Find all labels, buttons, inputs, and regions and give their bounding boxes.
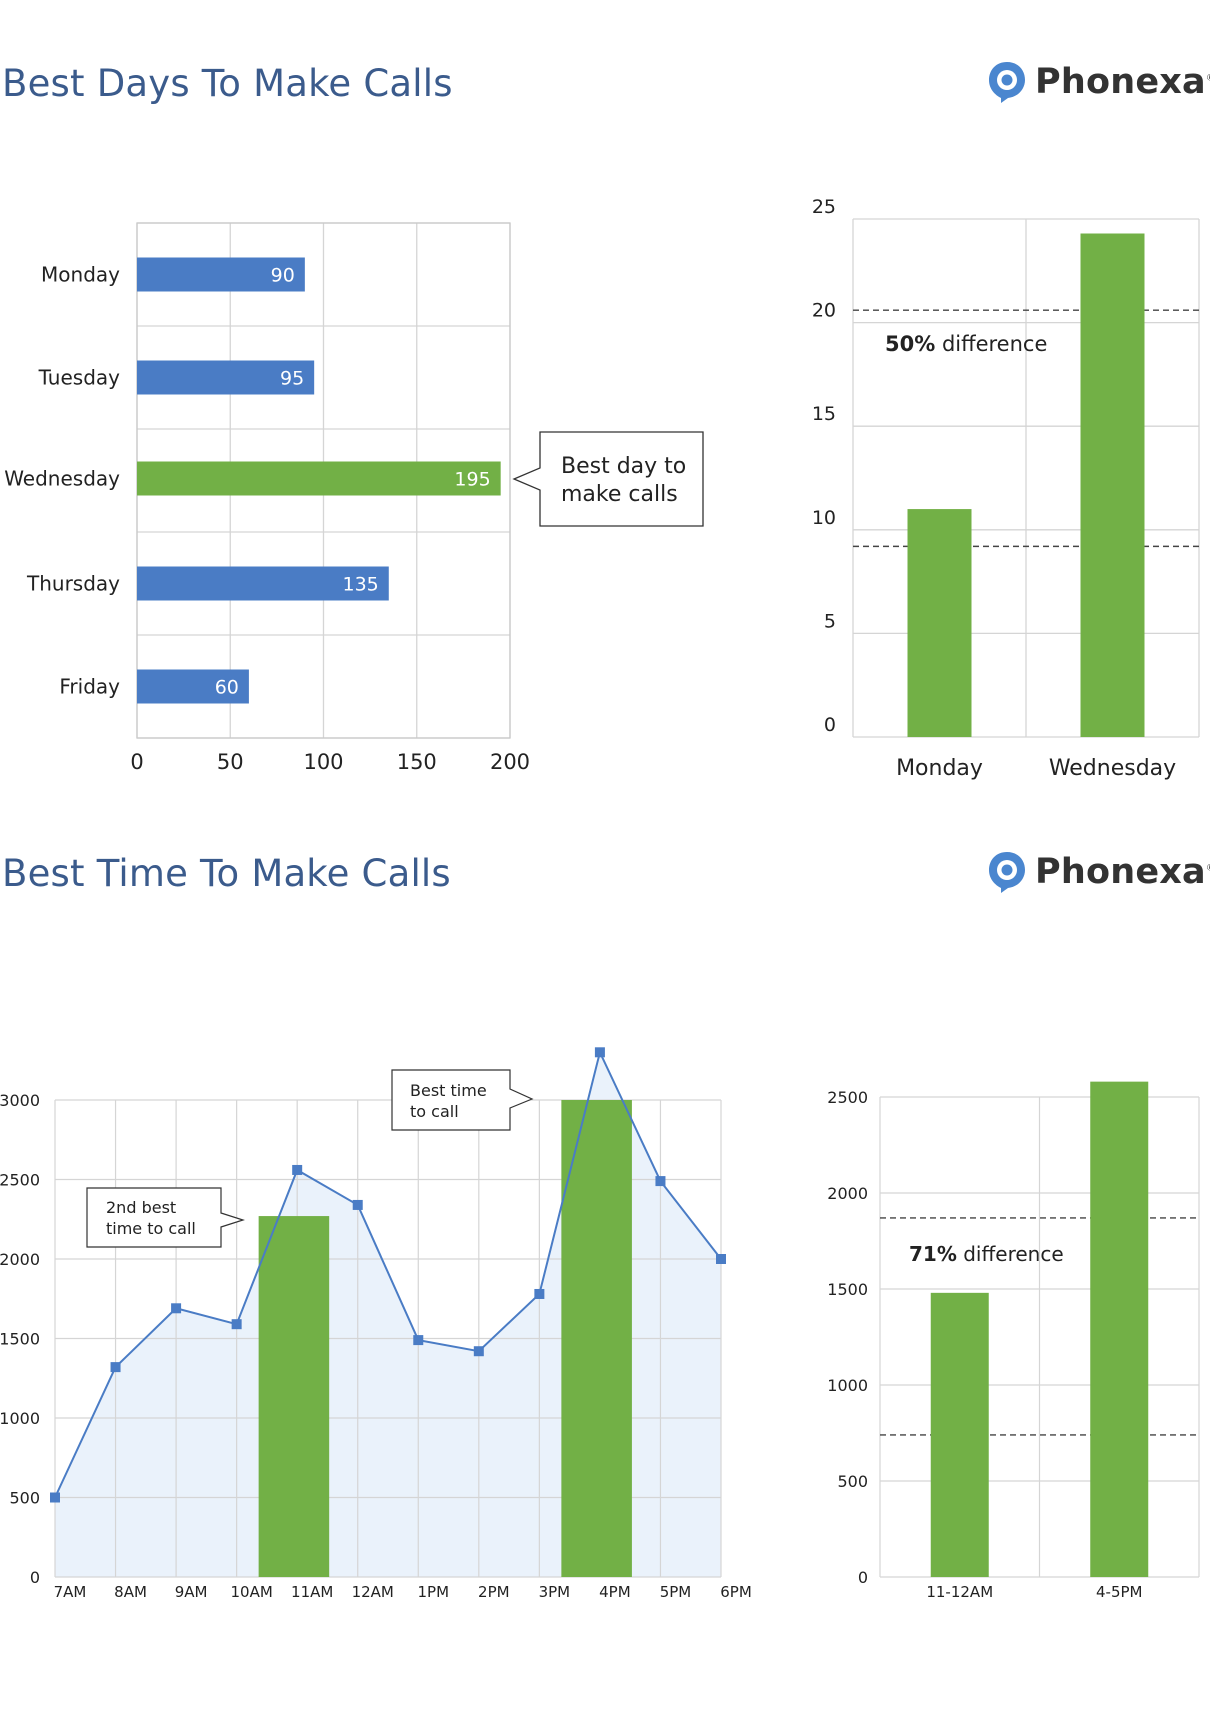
x-tick-label: 0 bbox=[130, 750, 143, 774]
category-label: Tuesday bbox=[38, 366, 121, 390]
y-tick-label: 3000 bbox=[0, 1091, 40, 1110]
category-label: 4-5PM bbox=[1096, 1583, 1143, 1601]
brand-name: Phonexa® bbox=[1035, 62, 1210, 102]
x-tick-label: 11AM bbox=[291, 1583, 333, 1601]
data-point bbox=[110, 1362, 121, 1373]
x-tick-label: 3PM bbox=[539, 1583, 571, 1601]
callout-text: time to call bbox=[106, 1219, 196, 1238]
data-label: 90 bbox=[271, 265, 295, 287]
category-label: Monday bbox=[41, 263, 120, 287]
y-tick-label: 2000 bbox=[827, 1184, 868, 1203]
x-tick-label: 1PM bbox=[418, 1583, 450, 1601]
data-label: 95 bbox=[280, 368, 304, 390]
bar bbox=[137, 566, 389, 601]
y-tick-label: 25 bbox=[812, 196, 836, 218]
category-label: Wednesday bbox=[1049, 756, 1176, 781]
callout-text: 2nd best bbox=[106, 1198, 176, 1217]
data-point bbox=[171, 1303, 182, 1314]
y-tick-label: 1500 bbox=[827, 1280, 868, 1299]
difference-annotation: 50% difference bbox=[885, 332, 1047, 356]
area-fill bbox=[55, 1052, 721, 1577]
bar bbox=[930, 1292, 989, 1577]
x-tick-label: 10AM bbox=[230, 1583, 272, 1601]
y-tick-label: 500 bbox=[837, 1472, 868, 1491]
bar bbox=[137, 669, 249, 704]
phonexa-pin-icon bbox=[989, 62, 1025, 103]
y-tick-label: 1000 bbox=[0, 1409, 40, 1428]
bar bbox=[137, 360, 315, 395]
y-tick-label: 1000 bbox=[827, 1376, 868, 1395]
data-point bbox=[231, 1319, 242, 1330]
callout-text: make calls bbox=[561, 482, 678, 507]
data-point bbox=[655, 1176, 666, 1187]
phonexa-pin-icon bbox=[989, 852, 1025, 893]
highlight-bar bbox=[258, 1216, 330, 1577]
series-line bbox=[54, 1049, 722, 1498]
x-tick-label: 2PM bbox=[478, 1583, 510, 1601]
y-tick-label: 2000 bbox=[0, 1250, 40, 1269]
callout-box bbox=[512, 431, 704, 527]
data-label: 195 bbox=[454, 469, 490, 491]
category-label: Friday bbox=[59, 675, 120, 699]
data-point bbox=[473, 1346, 484, 1357]
data-point bbox=[716, 1254, 726, 1264]
y-tick-label: 1500 bbox=[0, 1330, 40, 1349]
data-label: 60 bbox=[215, 677, 239, 699]
data-point bbox=[50, 1492, 60, 1503]
category-label: Wednesday bbox=[4, 467, 120, 491]
section-title-days: Best Days To Make Calls bbox=[2, 62, 453, 105]
bar bbox=[907, 509, 972, 737]
x-tick-label: 12AM bbox=[352, 1583, 394, 1601]
difference-annotation: 71% difference bbox=[909, 1242, 1064, 1266]
y-tick-label: 5 bbox=[824, 610, 836, 632]
y-tick-label: 20 bbox=[812, 300, 836, 322]
x-tick-label: 7AM bbox=[54, 1583, 87, 1601]
y-tick-label: 0 bbox=[858, 1568, 868, 1587]
data-label: 135 bbox=[343, 574, 379, 596]
x-tick-label: 200 bbox=[490, 750, 530, 774]
callout-text: Best time bbox=[410, 1081, 487, 1100]
category-label: Thursday bbox=[26, 572, 120, 596]
section-title-time: Best Time To Make Calls bbox=[2, 852, 451, 895]
x-tick-label: 9AM bbox=[175, 1583, 208, 1601]
x-tick-label: 5PM bbox=[660, 1583, 692, 1601]
data-point bbox=[413, 1335, 424, 1346]
highlight-bar bbox=[561, 1100, 632, 1577]
x-tick-label: 8AM bbox=[114, 1583, 147, 1601]
category-label: Monday bbox=[896, 756, 983, 781]
y-tick-label: 0 bbox=[824, 714, 836, 736]
callout-box bbox=[86, 1187, 245, 1248]
callout-box bbox=[391, 1069, 534, 1131]
data-point bbox=[292, 1164, 303, 1175]
y-tick-label: 10 bbox=[812, 507, 836, 529]
y-tick-label: 2500 bbox=[827, 1088, 868, 1107]
callout-text: Best day to bbox=[561, 454, 686, 479]
data-point bbox=[594, 1047, 605, 1058]
brand-logo: Phonexa® bbox=[987, 60, 1210, 104]
bar bbox=[137, 257, 305, 292]
y-tick-label: 15 bbox=[812, 403, 836, 425]
callout-text: to call bbox=[410, 1102, 459, 1121]
brand-logo-2: Phonexa® bbox=[987, 850, 1210, 894]
x-tick-label: 150 bbox=[397, 750, 437, 774]
brand-name-2: Phonexa® bbox=[1035, 852, 1210, 892]
category-label: 11-12AM bbox=[926, 1583, 993, 1601]
x-tick-label: 50 bbox=[217, 750, 244, 774]
x-tick-label: 6PM bbox=[720, 1583, 752, 1601]
bar bbox=[137, 461, 501, 496]
data-point bbox=[534, 1288, 545, 1299]
bar bbox=[1090, 1081, 1149, 1577]
y-tick-label: 500 bbox=[9, 1489, 40, 1508]
bar bbox=[1080, 233, 1145, 737]
data-point bbox=[352, 1199, 363, 1210]
y-tick-label: 0 bbox=[30, 1568, 40, 1587]
x-tick-label: 100 bbox=[303, 750, 343, 774]
y-tick-label: 2500 bbox=[0, 1171, 40, 1190]
x-tick-label: 4PM bbox=[599, 1583, 631, 1601]
